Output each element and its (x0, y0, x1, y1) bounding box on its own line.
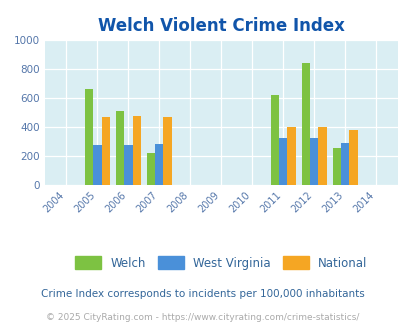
Bar (115, 111, 124, 185)
Title: Welch Violent Crime Index: Welch Violent Crime Index (98, 17, 344, 35)
Bar (287, 127, 295, 185)
Bar (340, 143, 349, 185)
Bar (309, 138, 318, 185)
Bar (318, 127, 326, 185)
Bar (132, 116, 141, 185)
Bar (124, 145, 132, 185)
Bar (301, 63, 309, 185)
Bar (163, 117, 171, 185)
Bar (93, 145, 101, 185)
Bar (270, 95, 278, 185)
Bar (155, 144, 163, 185)
Bar (146, 153, 155, 185)
Legend: Welch, West Virginia, National: Welch, West Virginia, National (70, 252, 371, 275)
Text: © 2025 CityRating.com - https://www.cityrating.com/crime-statistics/: © 2025 CityRating.com - https://www.city… (46, 313, 359, 322)
Bar (278, 138, 287, 185)
Text: Crime Index corresponds to incidents per 100,000 inhabitants: Crime Index corresponds to incidents per… (41, 289, 364, 299)
Bar (85, 89, 93, 185)
Bar (349, 130, 357, 185)
Bar (332, 148, 340, 185)
Bar (101, 117, 110, 185)
